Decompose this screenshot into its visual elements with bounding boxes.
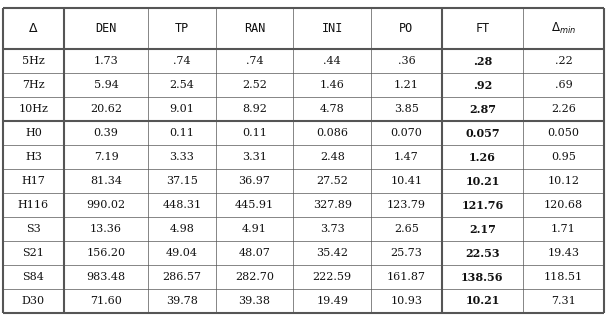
Text: 0.11: 0.11 (169, 128, 194, 138)
Text: 0.086: 0.086 (316, 128, 348, 138)
Text: 3.31: 3.31 (242, 152, 267, 162)
Text: 2.26: 2.26 (551, 104, 576, 114)
Text: 327.89: 327.89 (313, 200, 351, 210)
Text: 1.47: 1.47 (394, 152, 419, 162)
Text: 138.56: 138.56 (461, 272, 504, 282)
Text: 71.60: 71.60 (90, 296, 122, 306)
Text: 5.94: 5.94 (93, 80, 118, 90)
Text: 19.49: 19.49 (316, 296, 348, 306)
Text: 36.97: 36.97 (239, 176, 271, 186)
Text: .74: .74 (246, 56, 263, 66)
Text: 2.87: 2.87 (469, 104, 496, 115)
Text: 19.43: 19.43 (548, 248, 580, 258)
Text: S84: S84 (22, 272, 44, 282)
Text: .36: .36 (398, 56, 415, 66)
Text: PO: PO (399, 22, 413, 35)
Text: .28: .28 (473, 56, 492, 67)
Text: 156.20: 156.20 (86, 248, 126, 258)
Text: 22.53: 22.53 (465, 247, 500, 258)
Text: H0: H0 (25, 128, 42, 138)
Text: 3.33: 3.33 (169, 152, 194, 162)
Text: H3: H3 (25, 152, 42, 162)
Text: 0.39: 0.39 (93, 128, 118, 138)
Text: FT: FT (475, 22, 490, 35)
Text: 7.19: 7.19 (93, 152, 118, 162)
Text: 2.17: 2.17 (469, 223, 496, 235)
Text: 161.87: 161.87 (387, 272, 426, 282)
Text: 2.52: 2.52 (242, 80, 267, 90)
Text: 10.41: 10.41 (390, 176, 422, 186)
Text: 81.34: 81.34 (90, 176, 122, 186)
Text: 9.01: 9.01 (169, 104, 194, 114)
Text: 39.38: 39.38 (239, 296, 271, 306)
Text: 7Hz: 7Hz (22, 80, 45, 90)
Text: 20.62: 20.62 (90, 104, 122, 114)
Text: .92: .92 (473, 80, 492, 91)
Text: 4.91: 4.91 (242, 224, 267, 234)
Text: 10.12: 10.12 (548, 176, 580, 186)
Text: 0.11: 0.11 (242, 128, 267, 138)
Text: 2.48: 2.48 (320, 152, 345, 162)
Text: 0.057: 0.057 (465, 128, 500, 139)
Text: 10.21: 10.21 (465, 296, 500, 307)
Text: 49.04: 49.04 (166, 248, 198, 258)
Text: $\Delta_{min}$: $\Delta_{min}$ (551, 21, 576, 36)
Text: 2.65: 2.65 (394, 224, 419, 234)
Text: D30: D30 (22, 296, 45, 306)
Text: RAN: RAN (244, 22, 265, 35)
Text: 445.91: 445.91 (235, 200, 274, 210)
Text: 1.46: 1.46 (320, 80, 345, 90)
Text: .69: .69 (555, 80, 572, 90)
Text: 8.92: 8.92 (242, 104, 267, 114)
Text: 282.70: 282.70 (235, 272, 274, 282)
Text: TP: TP (175, 22, 189, 35)
Text: 0.070: 0.070 (390, 128, 422, 138)
Text: 118.51: 118.51 (544, 272, 583, 282)
Text: 123.79: 123.79 (387, 200, 426, 210)
Text: 27.52: 27.52 (316, 176, 348, 186)
Text: 1.71: 1.71 (551, 224, 576, 234)
Text: .74: .74 (173, 56, 191, 66)
Text: 983.48: 983.48 (86, 272, 126, 282)
Text: INI: INI (322, 22, 343, 35)
Text: 1.26: 1.26 (469, 152, 496, 163)
Text: 990.02: 990.02 (86, 200, 126, 210)
Text: 10.21: 10.21 (465, 176, 500, 187)
Text: $\Delta$: $\Delta$ (28, 22, 39, 35)
Text: H116: H116 (18, 200, 49, 210)
Text: 286.57: 286.57 (163, 272, 202, 282)
Text: 3.85: 3.85 (394, 104, 419, 114)
Text: 0.95: 0.95 (551, 152, 576, 162)
Text: 37.15: 37.15 (166, 176, 198, 186)
Text: 5Hz: 5Hz (22, 56, 45, 66)
Text: 4.98: 4.98 (169, 224, 194, 234)
Text: 121.76: 121.76 (461, 200, 504, 211)
Text: 222.59: 222.59 (313, 272, 352, 282)
Text: 120.68: 120.68 (544, 200, 583, 210)
Text: 48.07: 48.07 (239, 248, 271, 258)
Text: 10Hz: 10Hz (18, 104, 49, 114)
Text: DEN: DEN (95, 22, 117, 35)
Text: 39.78: 39.78 (166, 296, 198, 306)
Text: 7.31: 7.31 (551, 296, 576, 306)
Text: 1.21: 1.21 (394, 80, 419, 90)
Text: S3: S3 (26, 224, 41, 234)
Text: 1.73: 1.73 (93, 56, 118, 66)
Text: 0.050: 0.050 (548, 128, 580, 138)
Text: .22: .22 (555, 56, 572, 66)
Text: S21: S21 (22, 248, 44, 258)
Text: H17: H17 (21, 176, 46, 186)
Text: 448.31: 448.31 (163, 200, 202, 210)
Text: 10.93: 10.93 (390, 296, 422, 306)
Text: .44: .44 (324, 56, 341, 66)
Text: 35.42: 35.42 (316, 248, 348, 258)
Text: 4.78: 4.78 (320, 104, 345, 114)
Text: 13.36: 13.36 (90, 224, 122, 234)
Text: 25.73: 25.73 (390, 248, 422, 258)
Text: 3.73: 3.73 (320, 224, 345, 234)
Text: 2.54: 2.54 (169, 80, 194, 90)
